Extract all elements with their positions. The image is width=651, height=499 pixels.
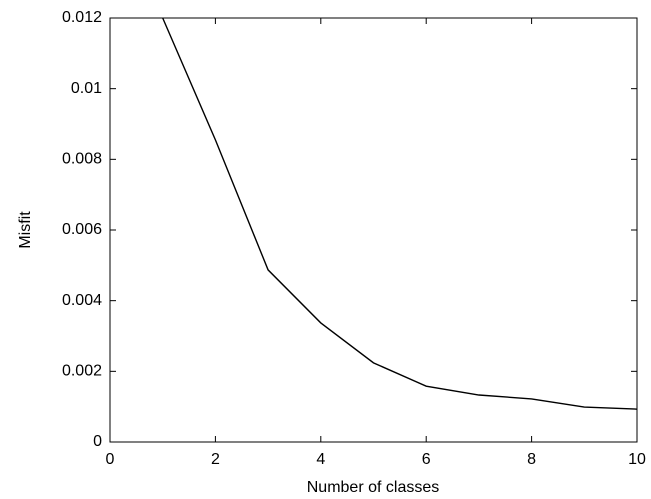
y-axis-label: Misfit [17, 211, 34, 249]
x-axis-label: Number of classes [307, 479, 440, 496]
y-tick-label: 0.008 [62, 151, 102, 168]
x-tick-label: 0 [106, 451, 115, 468]
axes-box [109, 17, 638, 443]
x-tick-label: 6 [422, 451, 431, 468]
x-tick-label: 8 [527, 451, 536, 468]
x-tick-label: 10 [628, 451, 646, 468]
x-tick-label: 2 [211, 451, 220, 468]
y-tick-label: 0.004 [62, 292, 102, 309]
y-tick-label: 0.01 [71, 80, 102, 97]
y-tick-label: 0.006 [62, 221, 102, 238]
y-tick-label: 0.012 [62, 9, 102, 26]
data-line [162, 17, 638, 410]
x-tick-label: 4 [316, 451, 325, 468]
y-tick-label: 0.002 [62, 363, 102, 380]
y-tick-label: 0 [93, 433, 102, 450]
